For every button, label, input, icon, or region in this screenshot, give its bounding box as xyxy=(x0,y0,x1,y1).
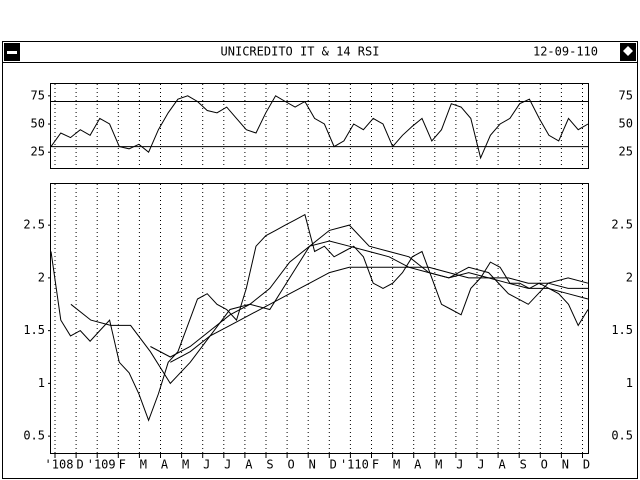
x-tick-label: M xyxy=(435,458,442,472)
y-tick-label: 25 xyxy=(31,145,45,159)
chart-title: UNICREDITO IT & 14 RSI xyxy=(221,45,380,59)
y-tick-label: 75 xyxy=(31,88,45,102)
x-tick-label: F xyxy=(119,458,126,472)
x-tick-label: M xyxy=(140,458,147,472)
x-tick-label: M xyxy=(393,458,400,472)
x-tick-label: S xyxy=(266,458,273,472)
x-tick-label: O xyxy=(287,458,294,472)
x-tick-label: A xyxy=(161,458,169,472)
x-tick-label: N xyxy=(562,458,569,472)
x-tick-label: A xyxy=(414,458,422,472)
x-tick-label: A xyxy=(498,458,506,472)
x-tick-label: M xyxy=(182,458,189,472)
window-frame xyxy=(2,41,638,479)
x-tick-label: D xyxy=(583,458,590,472)
zoom-box-icon xyxy=(623,46,633,56)
y-tick-label: 50 xyxy=(31,117,45,131)
y-tick-label-right: 1.5 xyxy=(611,323,633,337)
rsi-panel xyxy=(50,83,589,169)
moving-average-line xyxy=(170,266,588,363)
y-tick-label: 1.5 xyxy=(23,323,45,337)
x-tick-label: J xyxy=(477,458,484,472)
x-tick-label: J xyxy=(224,458,231,472)
x-tick-label: '110 xyxy=(340,458,369,472)
y-tick-label-right: 75 xyxy=(619,88,633,102)
series-line xyxy=(50,95,589,160)
x-tick-label: D xyxy=(330,458,337,472)
y-tick-label-right: 2 xyxy=(626,270,633,284)
x-tick-label: O xyxy=(541,458,548,472)
x-tick-label: S xyxy=(520,458,527,472)
x-tick-label: A xyxy=(245,458,253,472)
y-tick-label-right: 25 xyxy=(619,145,633,159)
y-tick-label: 1 xyxy=(38,376,45,390)
x-tick-label: '109 xyxy=(87,458,116,472)
y-tick-label: 2.5 xyxy=(23,218,45,232)
y-tick-label: 2 xyxy=(38,270,45,284)
close-box-icon xyxy=(7,51,17,54)
y-tick-label-right: 2.5 xyxy=(611,218,633,232)
moving-average-line xyxy=(150,240,589,358)
y-tick-label-right: 0.5 xyxy=(611,429,633,443)
price-panel xyxy=(50,183,589,454)
x-tick-label: D xyxy=(76,458,83,472)
x-tick-label: F xyxy=(372,458,379,472)
x-tick-label: J xyxy=(203,458,210,472)
chart-date: 12-09-110 xyxy=(533,45,598,59)
x-tick-label: '108 xyxy=(45,458,74,472)
x-tick-label: J xyxy=(456,458,463,472)
x-tick-label: N xyxy=(309,458,316,472)
y-tick-label: 0.5 xyxy=(23,429,45,443)
y-tick-label-right: 1 xyxy=(626,376,633,390)
series-line xyxy=(50,213,589,422)
moving-average-line xyxy=(70,224,589,385)
y-tick-label-right: 50 xyxy=(619,117,633,131)
